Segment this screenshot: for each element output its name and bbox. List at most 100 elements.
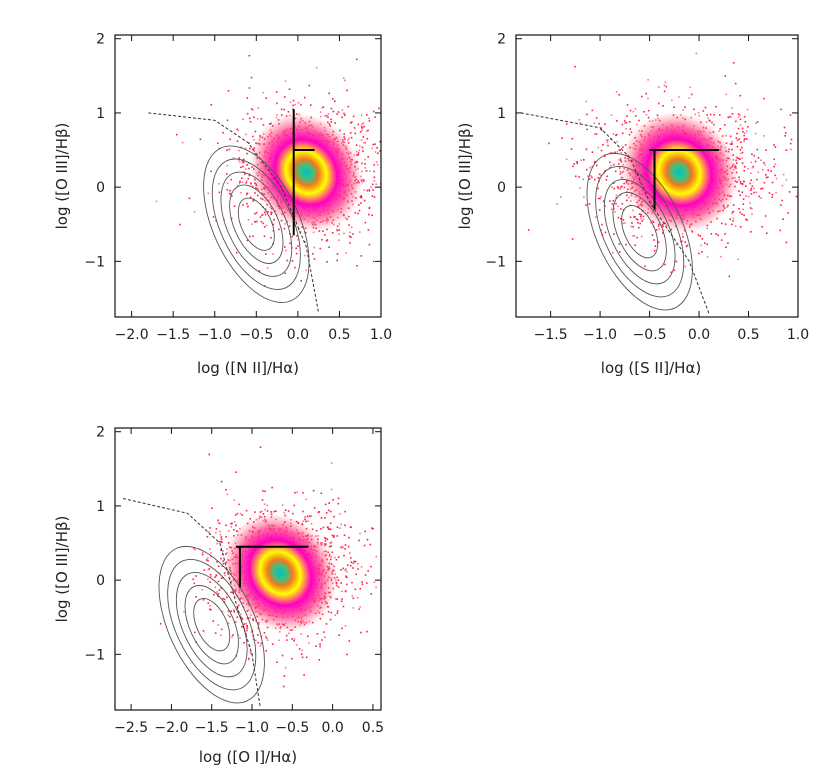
scatter-point	[332, 499, 334, 501]
scatter-point	[229, 138, 231, 141]
scatter-point	[770, 170, 772, 172]
scatter-point	[762, 168, 764, 171]
scatter-point	[663, 84, 666, 87]
scatter-point	[763, 162, 765, 164]
contour-line	[612, 192, 667, 272]
scatter-point	[624, 222, 626, 224]
scatter-point	[322, 526, 325, 529]
scatter-point	[330, 488, 333, 491]
scatter-point	[359, 587, 362, 590]
scatter-point	[273, 510, 275, 513]
scatter-point	[219, 533, 222, 536]
scatter-point	[618, 163, 620, 165]
density-map	[620, 112, 738, 233]
scatter-point	[613, 187, 615, 190]
scatter-point	[595, 117, 598, 119]
scatter-point	[337, 502, 340, 505]
y-ticks: −1 0 1 2	[84, 32, 381, 270]
scatter-point	[270, 236, 272, 239]
scatter-point	[734, 82, 737, 85]
scatter-point	[251, 223, 253, 225]
scatter-point	[361, 123, 363, 125]
panel-oi-ha: −2.5 −2.0 −1.5 −1.0 −0.5 0.0 0.5 −1 0 1 2 log ([O…	[53, 425, 385, 766]
scatter-point	[571, 137, 574, 140]
scatter-point	[604, 123, 606, 125]
scatter-point	[632, 209, 634, 212]
scatter-point	[212, 216, 215, 218]
scatter-point	[392, 143, 394, 145]
scatter-point	[326, 239, 329, 241]
scatter-point	[337, 111, 340, 113]
scatter-point	[248, 658, 250, 661]
scatter-point	[739, 124, 742, 126]
scatter-point	[270, 213, 272, 216]
scatter-point	[261, 499, 264, 501]
scatter-point	[252, 638, 255, 641]
x-ticks: −2.0 −1.5 −1.0 −0.5 0.0 0.5 1.0	[115, 35, 392, 343]
scatter-point	[363, 199, 366, 202]
scatter-point	[548, 142, 550, 145]
scatter-point	[338, 634, 340, 636]
scatter-point	[709, 120, 711, 122]
scatter-point	[364, 167, 367, 169]
scatter-point	[760, 159, 762, 161]
scatter-point	[349, 132, 352, 134]
scatter-point	[350, 121, 353, 123]
scatter-point	[576, 162, 578, 165]
scatter-point	[738, 176, 740, 179]
scatter-point	[600, 195, 603, 198]
scatter-point	[637, 218, 639, 221]
scatter-point	[603, 155, 606, 158]
scatter-point	[598, 122, 600, 125]
scatter-point	[738, 190, 740, 192]
scatter-point	[747, 126, 749, 128]
scatter-point	[210, 551, 212, 554]
scatter-point	[621, 185, 623, 188]
scatter-point	[684, 241, 686, 243]
scatter-point	[773, 165, 775, 168]
scatter-point	[645, 114, 648, 116]
scatter-point	[647, 97, 649, 100]
scatter-point	[388, 142, 390, 144]
scatter-point	[301, 656, 304, 659]
scatter-point	[319, 115, 322, 118]
scatter-point	[724, 75, 727, 77]
scatter-point	[383, 181, 385, 183]
contour-line	[211, 158, 301, 290]
scatter-point	[265, 97, 267, 99]
scatter-point	[731, 212, 733, 215]
scatter-point	[362, 180, 365, 182]
scatter-point	[236, 128, 238, 131]
scatter-point	[583, 159, 585, 161]
scatter-point	[231, 522, 233, 525]
scatter-point	[383, 135, 385, 137]
division-lines	[292, 109, 315, 236]
scatter-point	[333, 515, 335, 518]
scatter-point	[751, 166, 754, 169]
scatter-point	[383, 645, 385, 647]
scatter-point	[362, 150, 364, 152]
scatter-point	[593, 122, 596, 124]
scatter-point	[283, 108, 286, 111]
scatter-point	[365, 170, 368, 172]
scatter-point	[647, 116, 650, 119]
scatter-point	[681, 233, 684, 235]
scatter-point	[605, 139, 608, 142]
scatter-point	[216, 542, 218, 545]
scatter-point	[356, 596, 359, 599]
contour-line	[175, 571, 248, 678]
scatter-point	[188, 197, 191, 200]
scatter-point	[256, 220, 258, 223]
scatter-point	[344, 569, 346, 572]
scatter-point	[255, 211, 258, 214]
scatter-point	[246, 239, 249, 242]
scatter-point	[216, 591, 218, 593]
scatter-point	[587, 175, 589, 177]
scatter-point	[272, 223, 275, 226]
scatter-point	[328, 246, 330, 248]
plot-area	[148, 54, 394, 314]
scatter-point	[248, 657, 250, 660]
y-tick-label: −1	[485, 254, 506, 270]
scatter-point	[244, 147, 247, 149]
scatter-point	[281, 654, 284, 657]
